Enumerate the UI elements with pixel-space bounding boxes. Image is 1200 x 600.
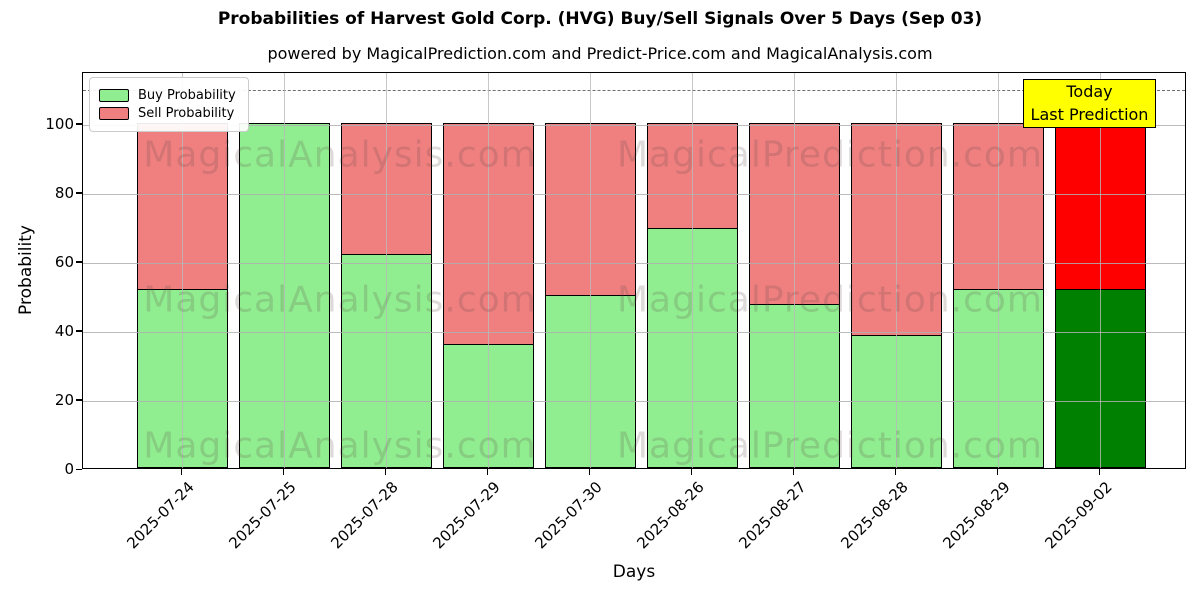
x-tick-label: 2025-07-25 (225, 478, 300, 553)
x-tick (384, 469, 386, 475)
v-gridline (181, 73, 183, 468)
v-gridline (385, 73, 387, 468)
x-tick (1098, 469, 1100, 475)
y-tick (76, 468, 82, 470)
v-gridline (691, 73, 693, 468)
v-gridline (283, 73, 285, 468)
y-tick-label: 20 (54, 390, 74, 409)
chart-title: Probabilities of Harvest Gold Corp. (HVG… (217, 9, 983, 29)
x-axis-label: Days (612, 562, 656, 582)
x-tick-label: 2025-08-27 (735, 478, 810, 553)
x-tick-label: 2025-07-30 (531, 478, 606, 553)
legend-label: Sell Probability (138, 106, 235, 121)
buy-swatch-icon (99, 89, 129, 102)
x-tick-label: 2025-07-28 (327, 478, 402, 553)
v-gridline (895, 73, 897, 468)
x-tick (180, 469, 182, 475)
x-tick (792, 469, 794, 475)
v-gridline (487, 73, 489, 468)
x-tick-label: 2025-08-29 (939, 478, 1014, 553)
chart-subtitle: powered by MagicalPrediction.com and Pre… (267, 44, 933, 63)
y-tick (76, 192, 82, 194)
x-tick (894, 469, 896, 475)
h-gridline (83, 262, 1185, 264)
h-gridline (83, 400, 1185, 402)
h-gridline (83, 193, 1185, 195)
today-annotation: Today Last Prediction (1023, 79, 1156, 128)
sell-swatch-icon (99, 107, 129, 120)
y-tick-label: 60 (54, 252, 74, 271)
x-tick (996, 469, 998, 475)
x-tick (282, 469, 284, 475)
legend: Buy Probability Sell Probability (89, 77, 249, 132)
x-tick-label: 2025-08-28 (837, 478, 912, 553)
x-tick-label: 2025-09-02 (1041, 478, 1116, 553)
x-tick (690, 469, 692, 475)
v-gridline (793, 73, 795, 468)
legend-label: Buy Probability (138, 88, 236, 103)
v-gridline (1099, 73, 1101, 468)
h-gridline (83, 331, 1185, 333)
x-tick (486, 469, 488, 475)
dashed-threshold-line (83, 90, 1185, 92)
h-gridline (83, 124, 1185, 126)
y-tick (76, 261, 82, 263)
x-tick-label: 2025-07-24 (123, 478, 198, 553)
y-tick-label: 0 (64, 460, 74, 478)
legend-item-buy: Buy Probability (99, 88, 236, 103)
y-tick (76, 123, 82, 125)
plot-area: Buy Probability Sell Probability Today L… (82, 72, 1186, 469)
y-tick-label: 80 (54, 183, 74, 202)
v-gridline (997, 73, 999, 468)
v-gridline (589, 73, 591, 468)
x-tick-label: 2025-08-26 (633, 478, 708, 553)
y-tick (76, 399, 82, 401)
y-tick (76, 330, 82, 332)
x-tick (588, 469, 590, 475)
x-tick-label: 2025-07-29 (429, 478, 504, 553)
annotation-line1: Today (1066, 81, 1113, 101)
y-tick-label: 40 (54, 321, 74, 340)
legend-item-sell: Sell Probability (99, 106, 236, 121)
annotation-line2: Last Prediction (1030, 104, 1149, 124)
y-tick-label: 100 (45, 114, 74, 133)
